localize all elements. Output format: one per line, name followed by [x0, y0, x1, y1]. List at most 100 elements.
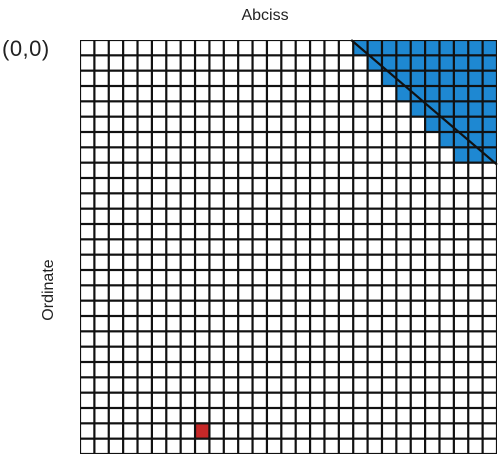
grid-cell: [210, 301, 223, 315]
grid-cell: [81, 286, 94, 300]
grid-cell: [325, 163, 338, 177]
grid-cell: [138, 363, 151, 377]
grid-cell: [124, 317, 137, 331]
grid-cell: [109, 102, 123, 116]
grid-cell: [95, 194, 108, 208]
grid-cell: [109, 117, 123, 131]
grid-cell: [224, 363, 238, 377]
grid-cell: [95, 148, 108, 162]
grid-cell: [138, 317, 151, 331]
grid-cell: [95, 332, 108, 346]
grid-cell: [397, 225, 410, 239]
grid-cell: [181, 286, 194, 300]
grid-cell: [268, 317, 281, 331]
grid-cell: [296, 424, 309, 438]
grid-cell: [81, 378, 94, 392]
grid-cell: [368, 87, 381, 101]
grid-cell: [253, 194, 266, 208]
grid-cell: [411, 179, 424, 193]
grid-cell: [153, 301, 166, 315]
grid-cell: [383, 209, 396, 223]
grid-cell-blue: [411, 102, 424, 116]
grid-cell: [383, 148, 396, 162]
grid-cell: [196, 240, 209, 254]
grid-cell: [124, 209, 137, 223]
grid-cell: [138, 71, 151, 85]
grid-cell: [411, 439, 424, 453]
grid-cell: [167, 56, 180, 70]
grid-cell: [196, 87, 209, 101]
grid-cell: [397, 148, 410, 162]
grid-cell: [253, 41, 266, 55]
grid-cell: [368, 286, 381, 300]
grid-cell: [224, 317, 238, 331]
grid-cell: [339, 87, 353, 101]
grid-cell: [167, 363, 180, 377]
grid-cell: [454, 194, 468, 208]
grid-cell: [196, 179, 209, 193]
grid-cell: [167, 240, 180, 254]
grid-cell: [224, 163, 238, 177]
grid-cell: [296, 71, 309, 85]
grid-cell: [469, 255, 482, 269]
grid-cell: [325, 117, 338, 131]
grid-cell: [282, 286, 295, 300]
grid-cell: [181, 87, 194, 101]
grid-cell: [210, 41, 223, 55]
grid-cell: [153, 378, 166, 392]
grid-cell: [296, 332, 309, 346]
grid-cell: [339, 439, 353, 453]
grid-cell: [311, 240, 324, 254]
grid-cell: [181, 133, 194, 147]
grid-cell: [167, 117, 180, 131]
grid-cell: [224, 225, 238, 239]
grid-cell: [268, 56, 281, 70]
grid-cell: [411, 378, 424, 392]
grid-cell: [483, 301, 496, 315]
grid-cell: [368, 439, 381, 453]
grid-cell: [383, 240, 396, 254]
grid-cell: [397, 271, 410, 285]
grid-cell: [469, 378, 482, 392]
grid-cell: [167, 378, 180, 392]
grid-cell: [224, 56, 238, 70]
grid-cell: [124, 163, 137, 177]
grid-cell-blue: [454, 41, 468, 55]
grid-cell: [426, 301, 439, 315]
grid-cell: [124, 56, 137, 70]
grid-cell: [153, 286, 166, 300]
grid-cell: [124, 424, 137, 438]
grid-cell-blue: [469, 41, 482, 55]
grid-cell: [196, 393, 209, 407]
grid-cell: [81, 209, 94, 223]
grid-cell-blue: [454, 148, 468, 162]
grid-cell: [296, 393, 309, 407]
grid-cell: [354, 225, 367, 239]
grid-cell: [81, 409, 94, 423]
grid-cell: [153, 133, 166, 147]
grid-cell: [411, 133, 424, 147]
grid-cell: [483, 225, 496, 239]
grid-cell: [296, 148, 309, 162]
grid-cell: [440, 424, 453, 438]
grid-cell: [167, 194, 180, 208]
grid-cell: [383, 255, 396, 269]
grid-cell: [339, 424, 353, 438]
grid-cell: [354, 439, 367, 453]
grid-cell: [440, 409, 453, 423]
grid-cell: [153, 393, 166, 407]
grid-cell: [311, 194, 324, 208]
grid-cell: [181, 409, 194, 423]
grid-cell: [239, 163, 252, 177]
grid-cell: [368, 393, 381, 407]
grid-cell: [311, 332, 324, 346]
grid-cell: [196, 163, 209, 177]
grid-cell: [239, 41, 252, 55]
grid-cell: [282, 71, 295, 85]
grid-cell: [239, 102, 252, 116]
grid-cell: [282, 41, 295, 55]
grid-cell: [224, 240, 238, 254]
grid-cell: [153, 87, 166, 101]
grid-cell-blue: [483, 102, 496, 116]
grid-cell: [81, 133, 94, 147]
